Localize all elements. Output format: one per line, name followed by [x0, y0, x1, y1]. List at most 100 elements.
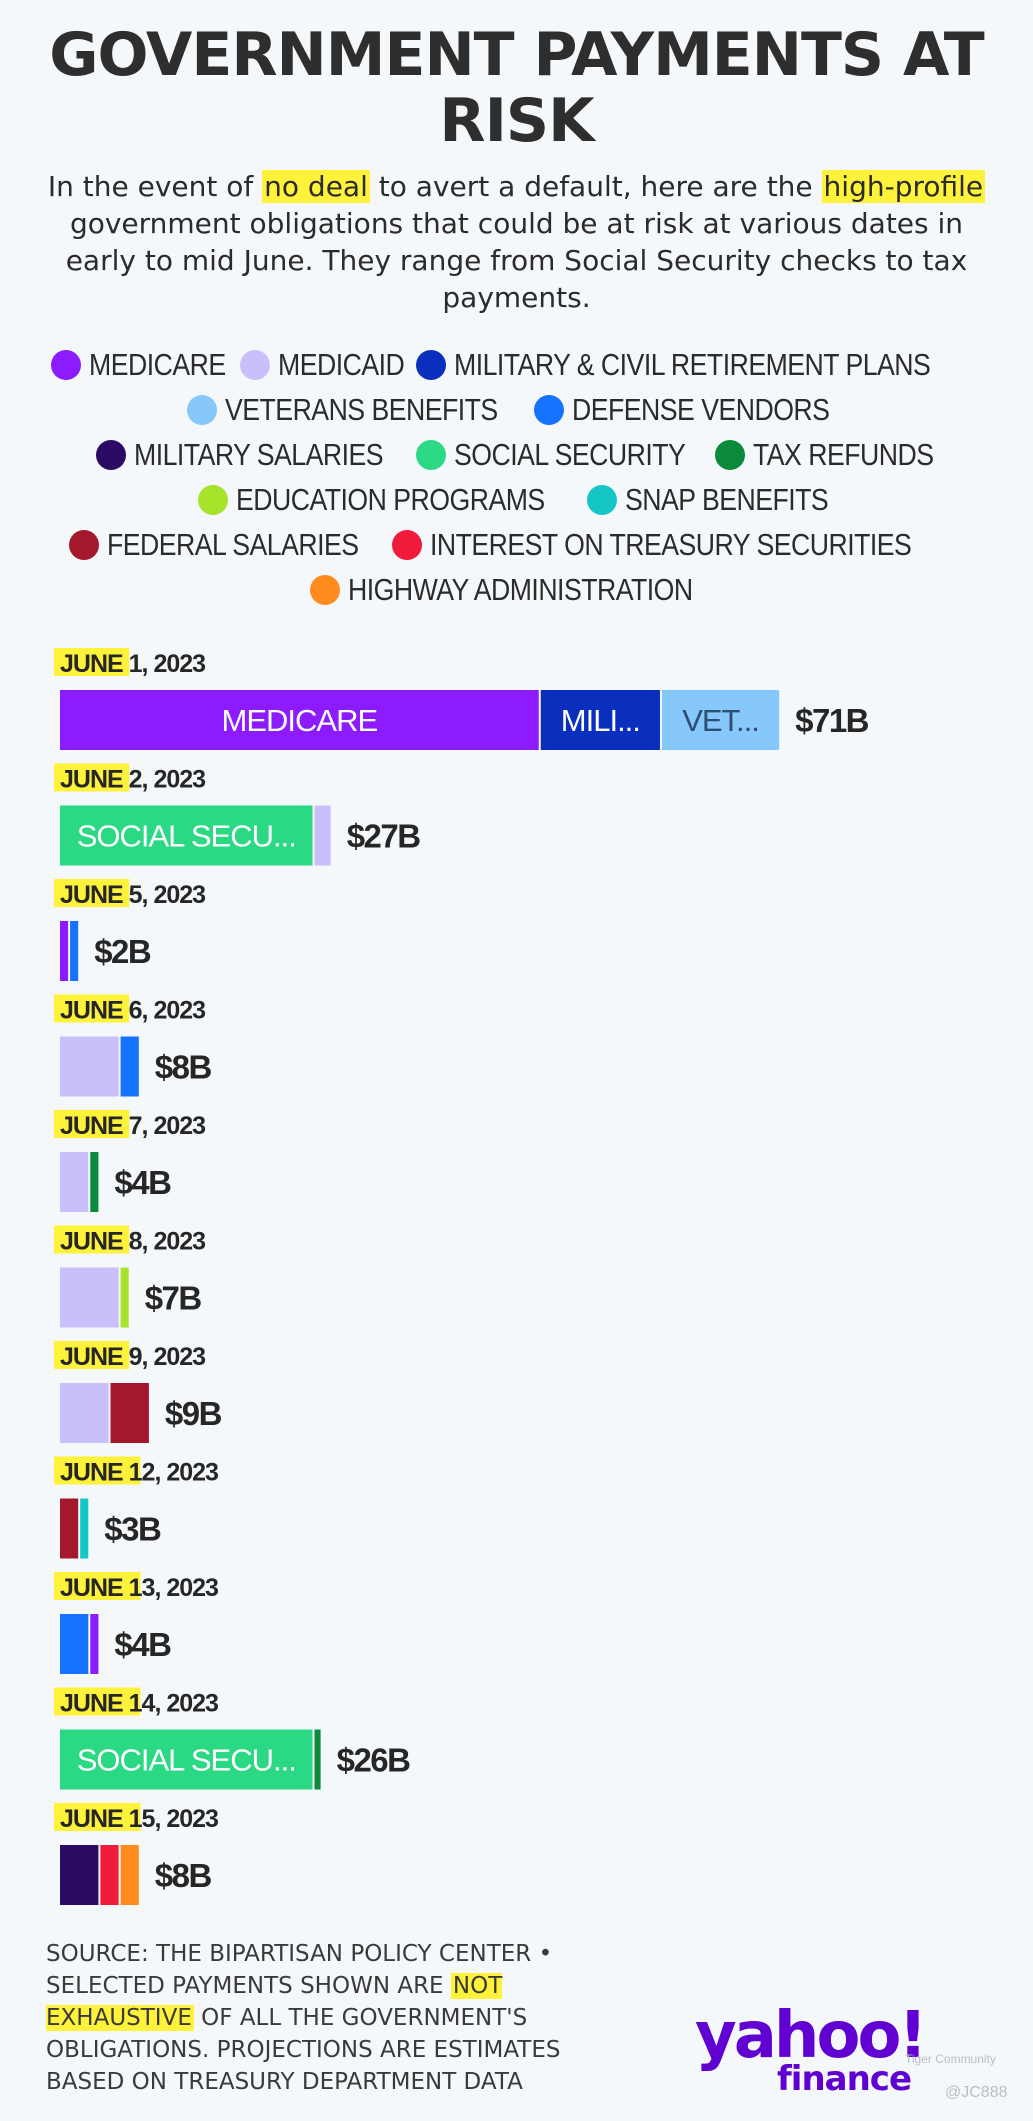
legend-label: DEFENSE VENDORS — [572, 392, 830, 427]
legend-item-military-retirement: MILITARY & CIVIL RETIREMENT PLANS — [416, 347, 982, 382]
bar-total-label: $7B — [145, 1280, 202, 1317]
date-label-day: JUNE 15 — [60, 1805, 156, 1833]
date-label: JUNE 13, 2023 — [60, 1574, 218, 1602]
page-title: GOVERNMENT PAYMENTS AT RISK — [49, 20, 984, 156]
page-subtitle: In the event of no deal to avert a defau… — [40, 168, 993, 316]
bar-segment-tax-refunds — [90, 1152, 99, 1212]
legend-label: SNAP BENEFITS — [624, 482, 829, 517]
bar-total-label: $2B — [94, 933, 151, 970]
bar-segment-education — [120, 1267, 129, 1328]
bar-segment-label: MILI... — [561, 703, 640, 738]
date-highlight — [54, 1456, 141, 1485]
subtitle-text-1: In the event of — [47, 170, 263, 203]
legend-label: SOCIAL SECURITY — [453, 437, 686, 472]
bar-segment-label: SOCIAL SECU... — [77, 1743, 296, 1778]
bar-segment-defense-vendors — [60, 1614, 89, 1674]
date-label-year: , 2023 — [154, 1690, 218, 1718]
chart-row: JUNE 7, 2023 $4B — [54, 1110, 206, 1212]
legend-item-federal-salaries: FEDERAL SALARIES — [69, 527, 373, 562]
bar-segment-military-retirement — [540, 690, 660, 750]
legend-label: FEDERAL SALARIES — [107, 527, 359, 562]
bar-segment-military-salaries — [60, 1845, 99, 1905]
bar-segment-defense-vendors — [70, 921, 79, 981]
bar-total-label: $27B — [347, 818, 421, 855]
date-label-year: , 2023 — [154, 1574, 218, 1602]
legend-label: MILITARY & CIVIL RETIREMENT PLANS — [454, 347, 931, 382]
legend-item-interest: INTEREST ON TREASURY SECURITIES — [391, 527, 964, 562]
date-highlight — [54, 1341, 130, 1369]
chart-row: JUNE 12, 2023 $3B — [54, 1456, 219, 1559]
legend-dot-icon — [714, 440, 745, 470]
subtitle-highlight-high-profile: high-profile — [821, 170, 986, 203]
legend-dot-icon — [197, 485, 228, 515]
bar-segment-interest — [100, 1845, 119, 1905]
date-label-day: JUNE 5 — [60, 881, 143, 909]
bar-total-label: $3B — [104, 1511, 161, 1548]
legend-dot-icon — [96, 440, 127, 470]
date-highlight — [54, 1110, 130, 1138]
logo-finance-text: finance — [777, 2059, 912, 2099]
bar-total-label: $4B — [114, 1626, 171, 1663]
source-note: SOURCE: THE BIPARTISAN POLICY CENTER • S… — [46, 1938, 606, 2098]
subtitle-text-2: to avert a default, here are the — [369, 170, 822, 203]
legend-item-medicaid: MEDICAID — [239, 347, 404, 382]
legend-item-military-salaries: MILITARY SALARIES — [96, 437, 398, 472]
date-label-day: JUNE 12 — [60, 1459, 155, 1487]
legend-dot-icon — [310, 575, 341, 605]
bar-segment-medicare — [90, 1614, 99, 1674]
legend-item-tax-refunds: TAX REFUNDS — [714, 437, 937, 472]
date-label: JUNE 5, 2023 — [60, 881, 205, 909]
legend-dot-icon — [534, 395, 565, 425]
chart-row: JUNE 14, 2023 SOCIAL SECU... $26B — [54, 1687, 412, 1790]
bar-segment-defense-vendors — [120, 1036, 139, 1097]
bar-segment-label: SOCIAL SECU... — [77, 819, 296, 854]
chart-row: JUNE 15, 2023 $8B — [54, 1803, 219, 1905]
bar-total-label: $26B — [337, 1742, 411, 1779]
date-label-year: , 2023 — [142, 1343, 206, 1371]
logo-yahoo-text: yahoo! — [695, 1999, 928, 2073]
bar-segment-medicaid — [314, 805, 331, 866]
date-label-day: JUNE 14 — [60, 1690, 156, 1718]
legend-dot-icon — [415, 440, 446, 470]
date-label: JUNE 2, 2023 — [60, 766, 205, 794]
watermark-handle: @JC888 — [945, 2084, 1008, 2101]
source-text-1: SOURCE: THE BIPARTISAN POLICY CENTER • S… — [46, 1941, 553, 1999]
date-label-year: , 2023 — [142, 997, 206, 1025]
chart-row: JUNE 2, 2023 SOCIAL SECU... $27B — [54, 763, 422, 866]
date-label: JUNE 9, 2023 — [60, 1343, 205, 1371]
bar-segment-tax-refunds — [314, 1729, 321, 1790]
legend-label: EDUCATION PROGRAMS — [235, 482, 545, 517]
legend-label: VETERANS BENEFITS — [225, 392, 498, 427]
legend-item-veterans: VETERANS BENEFITS — [187, 392, 516, 427]
date-label: JUNE 15, 2023 — [60, 1805, 218, 1833]
bar-segment-medicaid — [60, 1383, 109, 1443]
date-label: JUNE 14, 2023 — [60, 1690, 218, 1718]
legend-label: INTEREST ON TREASURY SECURITIES — [429, 527, 912, 562]
chart-row: JUNE 1, 2023 MEDICARE MILI... VET... $71B — [54, 648, 870, 750]
bar-segment-social-security — [60, 805, 313, 866]
bar-segment-social-security — [60, 1729, 313, 1790]
date-label: JUNE 12, 2023 — [60, 1459, 218, 1487]
bar-segment-federal-salaries — [110, 1383, 149, 1443]
chart-row: JUNE 8, 2023 $7B — [54, 1225, 206, 1328]
date-highlight — [54, 1225, 130, 1254]
bar-segment-label: VET... — [682, 703, 759, 738]
date-label-day: JUNE 2 — [60, 766, 142, 794]
legend-dot-icon — [586, 485, 617, 515]
chart-row: JUNE 13, 2023 $4B — [54, 1572, 219, 1674]
date-label: JUNE 8, 2023 — [60, 1228, 205, 1256]
date-label-day: JUNE 9 — [60, 1343, 142, 1371]
date-highlight — [54, 1803, 141, 1831]
date-highlight — [54, 879, 130, 907]
legend-dot-icon — [50, 350, 81, 380]
date-label-day: JUNE 6 — [60, 997, 142, 1025]
legend-label: HIGHWAY ADMINISTRATION — [348, 572, 693, 607]
subtitle-text-3: government obligations that could be at … — [65, 207, 968, 314]
legend-dot-icon — [69, 530, 100, 560]
date-label: JUNE 1, 2023 — [60, 650, 205, 678]
date-highlight — [54, 648, 130, 676]
date-label-day: JUNE 1 — [60, 650, 143, 678]
legend-item-education: EDUCATION PROGRAMS — [197, 482, 569, 517]
date-highlight — [54, 994, 130, 1023]
